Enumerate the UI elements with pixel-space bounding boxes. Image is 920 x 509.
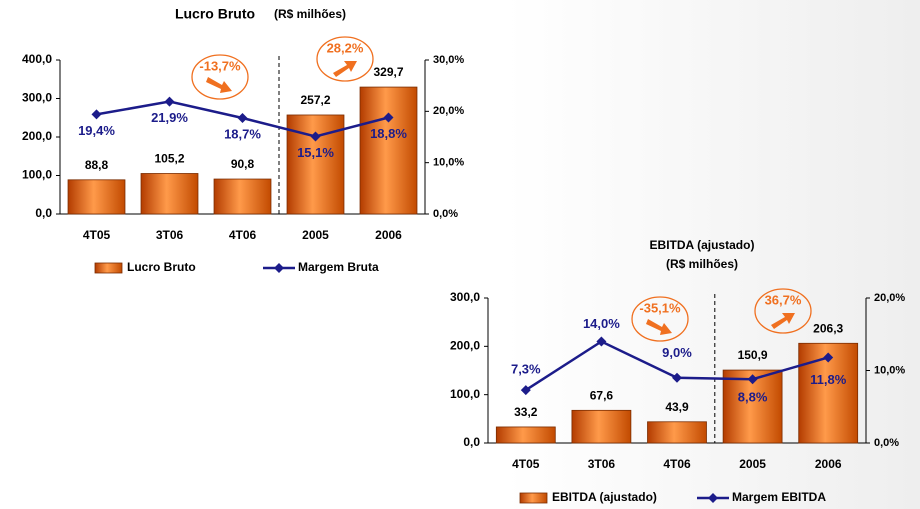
x-tick-label: 3T06: [588, 457, 616, 471]
bar-label: 329,7: [373, 65, 403, 79]
legend-marker: [708, 493, 718, 503]
y-tick-label: 100,0: [450, 387, 480, 401]
annotation-arrow: [206, 77, 232, 93]
x-tick-label: 2005: [302, 228, 329, 242]
annotation-oval: [316, 36, 374, 82]
y-tick-label: 300,0: [22, 91, 52, 105]
marker: [91, 109, 102, 120]
bar-label: 88,8: [85, 158, 109, 172]
chart-title: EBITDA (ajustado): [650, 238, 755, 252]
y-tick-label: 400,0: [22, 52, 52, 66]
annotation-oval: [191, 54, 249, 100]
chart-subtitle: (R$ milhões): [274, 7, 346, 21]
annotation: -13,7%: [199, 58, 241, 73]
x-tick-label: 4T05: [83, 228, 111, 242]
y2-tick-label: 10,0%: [874, 364, 905, 376]
y2-tick-label: 10,0%: [433, 157, 464, 169]
line-label: 19,4%: [78, 123, 115, 138]
chart-subtitle: (R$ milhões): [666, 257, 738, 271]
bar-label: 67,6: [590, 388, 614, 402]
x-tick-label: 2006: [815, 457, 842, 471]
legend-label: Margem EBITDA: [732, 490, 826, 504]
y-tick-label: 0,0: [463, 435, 480, 449]
x-tick-label: 4T06: [229, 228, 257, 242]
marker: [310, 131, 321, 142]
marker: [823, 352, 834, 363]
y2-tick-label: 30,0%: [433, 54, 464, 66]
line-label: 7,3%: [511, 362, 541, 377]
x-tick-label: 4T06: [663, 457, 691, 471]
annotation: 36,7%: [765, 292, 802, 307]
y-tick-label: 200,0: [450, 339, 480, 353]
bar-label: 33,2: [514, 405, 538, 419]
y-tick-label: 200,0: [22, 129, 52, 143]
legend-label: Lucro Bruto: [127, 260, 196, 274]
bar: [571, 409, 632, 444]
annotation-arrow: [333, 61, 357, 77]
line-label: 9,0%: [662, 345, 692, 360]
bar: [495, 426, 556, 444]
line-label: 18,8%: [370, 126, 407, 141]
bar: [359, 86, 418, 215]
line-label: 21,9%: [151, 110, 188, 125]
legend-swatch: [94, 262, 123, 274]
bar: [140, 173, 199, 215]
bar-label: 257,2: [300, 93, 330, 107]
y2-tick-label: 0,0%: [433, 208, 458, 220]
annotation: 28,2%: [327, 40, 364, 55]
annotation-oval: [754, 288, 812, 334]
legend-marker: [274, 263, 284, 273]
line-label: 8,8%: [738, 390, 768, 405]
bar-label: 206,3: [813, 321, 843, 335]
line-label: 15,1%: [297, 145, 334, 160]
bar: [647, 421, 707, 444]
chart-title: Lucro Bruto: [175, 6, 255, 22]
marker: [747, 374, 758, 385]
y2-tick-label: 20,0%: [433, 105, 464, 117]
y2-tick-label: 20,0%: [874, 292, 905, 304]
x-tick-label: 3T06: [156, 228, 184, 242]
bar-label: 150,9: [738, 348, 768, 362]
bar-label: 43,9: [665, 400, 689, 414]
marker: [596, 336, 607, 347]
legend-label: EBITDA (ajustado): [552, 490, 657, 504]
y2-tick-label: 0,0%: [874, 437, 899, 449]
legend-swatch: [519, 492, 548, 504]
marker: [164, 96, 175, 107]
line-label: 14,0%: [583, 316, 620, 331]
bar: [67, 179, 126, 215]
annotation: -35,1%: [639, 300, 681, 315]
line-label: 11,8%: [810, 372, 847, 387]
line-label: 18,7%: [224, 126, 261, 141]
bar-label: 105,2: [154, 152, 184, 166]
marker: [672, 372, 682, 383]
annotation-oval: [631, 296, 689, 342]
marker: [520, 385, 531, 396]
legend-label: Margem Bruta: [298, 260, 379, 274]
annotation-arrow: [646, 319, 672, 335]
bar-label: 90,8: [231, 157, 255, 171]
marker: [383, 112, 394, 123]
x-tick-label: 2006: [375, 228, 402, 242]
bar: [286, 114, 345, 215]
y-tick-label: 100,0: [22, 168, 52, 182]
bar: [213, 178, 272, 215]
marker: [237, 113, 248, 124]
x-tick-label: 2005: [739, 457, 766, 471]
x-tick-label: 4T05: [512, 457, 540, 471]
annotation-arrow: [771, 313, 795, 329]
y-tick-label: 300,0: [450, 290, 480, 304]
y-tick-label: 0,0: [35, 206, 52, 220]
